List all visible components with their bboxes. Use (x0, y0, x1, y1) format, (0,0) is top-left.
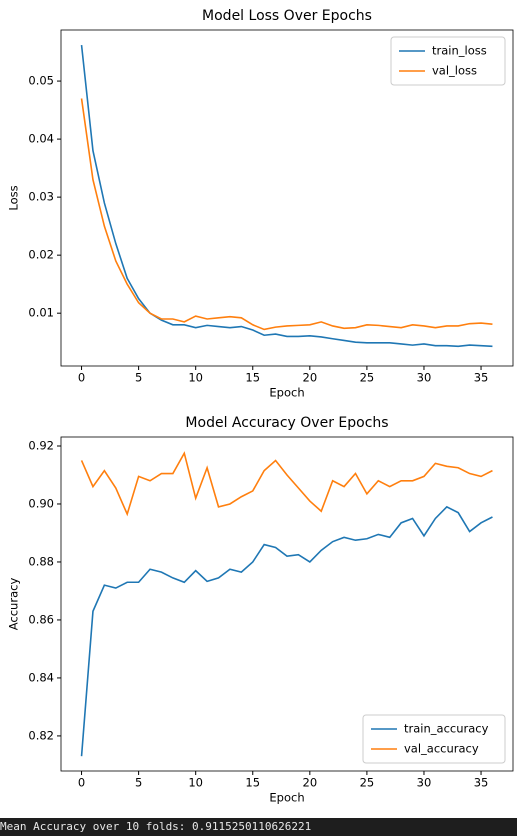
x-axis-label: Epoch (269, 791, 304, 805)
legend-box (362, 714, 506, 764)
y-tick-label: 0.88 (28, 554, 54, 568)
y-tick-label: 0.03 (28, 190, 54, 204)
y-axis-label: Accuracy (7, 578, 21, 631)
y-tick-label: 0.90 (28, 496, 54, 510)
x-tick-label: 15 (245, 776, 260, 790)
legend-label: train_accuracy (404, 722, 489, 736)
x-tick-label: 20 (303, 776, 318, 790)
x-tick-label: 10 (188, 776, 203, 790)
legend-box (390, 36, 506, 86)
x-tick-label: 20 (303, 371, 318, 385)
x-tick-label: 35 (474, 776, 489, 790)
y-tick-label: 0.01 (28, 306, 54, 320)
series-line (80, 98, 493, 331)
chart-title: Model Loss Over Epochs (202, 8, 372, 24)
x-tick-label: 5 (135, 371, 142, 385)
axes-frame (60, 29, 514, 367)
y-tick-label: 0.92 (28, 438, 54, 452)
x-axis-label: Epoch (269, 386, 304, 400)
legend-label: val_accuracy (404, 742, 479, 756)
y-tick-label: 0.86 (28, 612, 54, 626)
chart-title: Model Accuracy Over Epochs (185, 415, 388, 431)
console-output: Mean Accuracy over 10 folds: 0.911525011… (0, 818, 517, 836)
x-tick-label: 10 (188, 371, 203, 385)
y-tick-label: 0.05 (28, 74, 54, 88)
x-tick-label: 0 (78, 776, 85, 790)
series-line (80, 505, 493, 757)
x-tick-label: 5 (135, 776, 142, 790)
y-tick-label: 0.04 (28, 132, 54, 146)
x-tick-label: 15 (245, 371, 260, 385)
y-axis-label: Loss (7, 185, 21, 210)
figure: Model Loss Over Epochs Epoch Loss 0 5 10 15 20 2… (7, 8, 514, 805)
legend-label: train_loss (432, 44, 487, 58)
series-line (80, 451, 493, 517)
legend-label: val_loss (432, 64, 477, 78)
y-tick-label: 0.02 (28, 248, 54, 262)
y-tick-label: 0.84 (28, 670, 54, 684)
x-tick-label: 30 (417, 776, 432, 790)
axes-frame (60, 436, 514, 772)
x-tick-label: 0 (78, 371, 85, 385)
x-tick-label: 35 (474, 371, 489, 385)
series-line (80, 45, 493, 348)
x-tick-label: 25 (360, 371, 375, 385)
x-tick-label: 25 (360, 776, 375, 790)
x-tick-label: 30 (417, 371, 432, 385)
y-tick-label: 0.82 (28, 728, 54, 742)
